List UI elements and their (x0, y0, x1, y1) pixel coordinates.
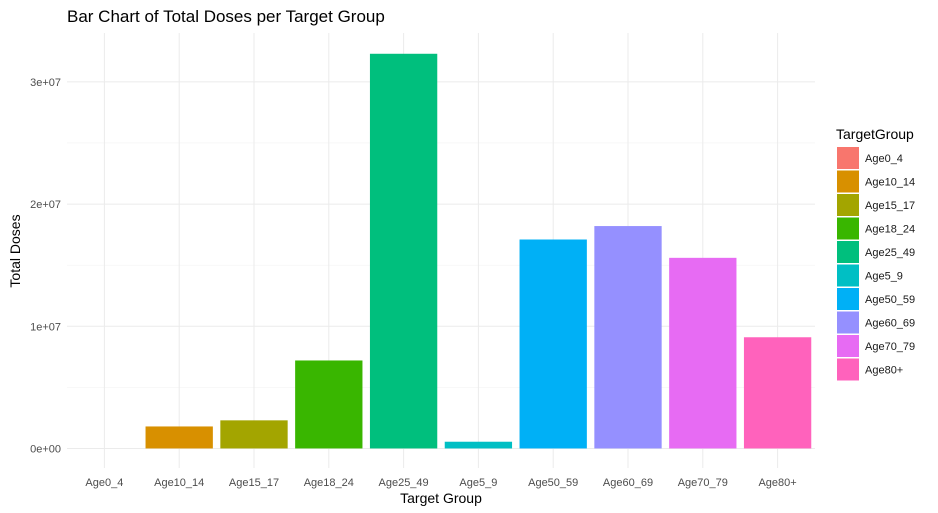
bar-Age70_79 (669, 257, 737, 449)
x-tick-label: Age50_59 (528, 477, 578, 489)
chart-title: Bar Chart of Total Doses per Target Grou… (67, 7, 385, 26)
y-tick-label: 3e+07 (30, 77, 61, 89)
bar-Age25_49 (369, 53, 438, 449)
legend-swatch-Age60_69 (837, 311, 859, 334)
x-axis-title: Target Group (400, 490, 482, 506)
bar-Age80+ (743, 337, 812, 449)
legend-swatch-Age50_59 (837, 288, 859, 310)
x-tick-label: Age5_9 (459, 477, 497, 489)
legend-swatch-Age70_79 (837, 335, 859, 357)
bar-Age5_9 (444, 441, 513, 449)
bar-Age50_59 (519, 239, 587, 449)
legend: TargetGroup Age0_4 Age10_14 Age15_17 Age18_… (836, 126, 915, 381)
y-tick-label: 0e+00 (30, 443, 61, 455)
legend-label: Age80+ (865, 365, 903, 377)
legend-label: Age15_17 (865, 200, 915, 212)
legend-label: Age5_9 (865, 271, 903, 283)
y-tick-label: 1e+07 (30, 321, 61, 333)
x-axis-ticks: Age0_4 Age10_14 Age15_17 Age18_24 Age25_49 Ag… (85, 477, 796, 489)
x-tick-label: Age10_14 (154, 477, 204, 489)
y-axis-title: Total Doses (7, 214, 23, 287)
y-tick-label: 2e+07 (30, 199, 61, 211)
legend-label: Age70_79 (865, 341, 915, 353)
x-tick-label: Age25_49 (379, 477, 429, 489)
x-tick-label: Age60_69 (603, 477, 653, 489)
x-tick-label: Age18_24 (304, 477, 354, 489)
legend-swatch-Age15_17 (837, 194, 859, 216)
bar-Age18_24 (295, 360, 363, 449)
legend-swatch-Age80+ (837, 358, 859, 381)
legend-label: Age60_69 (865, 318, 915, 330)
x-tick-label: Age0_4 (85, 477, 123, 489)
legend-swatch-Age0_4 (837, 147, 859, 169)
legend-swatch-Age5_9 (837, 264, 859, 287)
legend-label: Age25_49 (865, 247, 915, 259)
y-axis-ticks: 0e+00 1e+07 2e+07 3e+07 (30, 77, 61, 456)
legend-label: Age10_14 (865, 177, 915, 189)
x-tick-label: Age15_17 (229, 477, 279, 489)
legend-label: Age0_4 (865, 153, 903, 165)
bar-Age10_14 (145, 426, 213, 449)
legend-label: Age50_59 (865, 294, 915, 306)
x-tick-label: Age70_79 (678, 477, 728, 489)
x-tick-label: Age80+ (758, 477, 796, 489)
legend-swatch-Age10_14 (837, 170, 859, 193)
legend-items: Age0_4 Age10_14 Age15_17 Age18_24 Age25_49 Ag… (837, 147, 915, 381)
legend-label: Age18_24 (865, 224, 915, 236)
bar-Age60_69 (594, 226, 662, 449)
legend-swatch-Age25_49 (837, 241, 859, 263)
bars (145, 53, 812, 449)
legend-swatch-Age18_24 (837, 217, 859, 240)
legend-title: TargetGroup (836, 126, 914, 142)
bar-Age15_17 (220, 420, 288, 449)
